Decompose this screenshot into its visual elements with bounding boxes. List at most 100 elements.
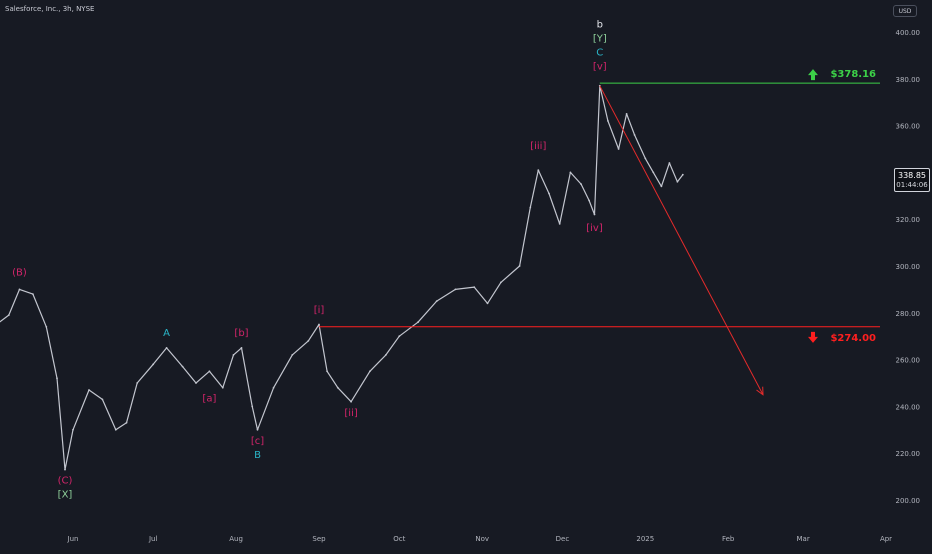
price-point (607, 120, 609, 122)
wave-label: (B) (12, 267, 27, 278)
price-point (18, 288, 21, 291)
price-point (676, 180, 679, 183)
price-point (617, 148, 620, 150)
price-point (165, 347, 168, 349)
y-tick-label: 200.00 (896, 497, 921, 505)
price-point (251, 405, 254, 408)
y-tick-label: 260.00 (896, 357, 921, 365)
y-tick-label: 280.00 (896, 310, 921, 318)
x-tick-label: Nov (475, 535, 489, 543)
price-point (88, 389, 90, 391)
price-point (72, 428, 74, 431)
x-tick-label: Apr (880, 535, 892, 543)
x-tick-label: Sep (312, 535, 326, 543)
price-point (240, 347, 243, 349)
wave-label: [Y] (593, 33, 607, 44)
price-point (326, 370, 328, 373)
price-point (114, 428, 117, 431)
price-point (101, 398, 104, 401)
x-tick-label: Aug (229, 535, 243, 543)
wave-label: [X] (58, 490, 73, 501)
price-point (486, 302, 489, 305)
price-point (537, 169, 540, 172)
price-point (369, 370, 371, 373)
price-point (45, 325, 48, 328)
wave-label: [c] (251, 436, 264, 447)
price-point (588, 199, 590, 202)
price-point (529, 206, 532, 209)
wave-label: [a] (202, 394, 216, 405)
x-tick-label: Feb (722, 535, 735, 543)
forecast-arrowhead-icon (756, 386, 764, 396)
price-point (7, 314, 10, 316)
x-tick-label: Jun (67, 535, 79, 543)
price-point (350, 400, 352, 403)
wave-label: [v] (593, 61, 607, 72)
price-point (435, 300, 438, 302)
price-point (307, 340, 310, 342)
y-tick-label: 320.00 (896, 216, 921, 224)
wave-label: [i] (314, 305, 325, 316)
price-point (417, 321, 419, 324)
price-point (232, 354, 235, 356)
y-tick-label: 380.00 (896, 76, 921, 84)
price-point (56, 377, 58, 380)
y-tick-label: 360.00 (896, 123, 921, 131)
wave-label: A (163, 328, 170, 339)
price-series-line[interactable] (0, 85, 684, 471)
price-point (195, 382, 197, 384)
price-point (221, 386, 224, 389)
price-point (125, 421, 128, 424)
x-tick-label: 2025 (636, 535, 654, 543)
symbol-title[interactable]: Salesforce, Inc., 3h, NYSE (5, 5, 95, 13)
price-point (181, 365, 184, 368)
wave-label: B (254, 450, 261, 461)
arrow-down-icon (808, 331, 818, 343)
price-point (64, 468, 66, 471)
wave-label: [ii] (344, 408, 357, 419)
price-point (660, 185, 663, 188)
price-point (500, 281, 502, 284)
price-point (136, 382, 139, 384)
price-point (473, 286, 476, 288)
price-point (208, 370, 211, 373)
price-point (256, 428, 259, 431)
x-tick-label: Jul (148, 535, 158, 543)
price-point (633, 134, 636, 136)
price-point (152, 363, 155, 366)
wave-label: C (596, 47, 603, 58)
current-price-label: 338.85 01:44:06 (894, 168, 930, 192)
price-point (336, 386, 339, 389)
price-point (518, 265, 521, 267)
current-price: 338.85 (898, 171, 926, 180)
arrow-up-icon (808, 69, 818, 81)
price-point (385, 354, 387, 356)
price-point (580, 183, 582, 186)
target-label-up: $378.16 (830, 69, 876, 80)
price-point (318, 323, 320, 326)
currency-badge[interactable]: USD (893, 5, 917, 17)
y-tick-label: 300.00 (896, 263, 921, 271)
wave-label: [b] (234, 328, 248, 339)
price-point (625, 113, 628, 115)
price-point (593, 213, 596, 216)
price-point (558, 223, 561, 225)
wave-label: [iii] (530, 141, 546, 152)
wave-label: (C) (58, 476, 73, 487)
y-tick-label: 220.00 (896, 450, 921, 458)
price-point (398, 335, 401, 338)
price-point (548, 192, 550, 195)
price-point (652, 171, 655, 174)
price-point (569, 171, 572, 174)
bar-countdown: 01:44:06 (896, 181, 928, 189)
wave-label: [iv] (586, 223, 603, 234)
price-point (291, 354, 294, 356)
price-point (454, 288, 457, 291)
forecast-arrow-line[interactable] (599, 85, 764, 395)
x-tick-label: Oct (393, 535, 405, 543)
y-tick-label: 240.00 (896, 403, 921, 411)
y-tick-label: 400.00 (896, 29, 921, 37)
wave-label: b (597, 19, 603, 30)
